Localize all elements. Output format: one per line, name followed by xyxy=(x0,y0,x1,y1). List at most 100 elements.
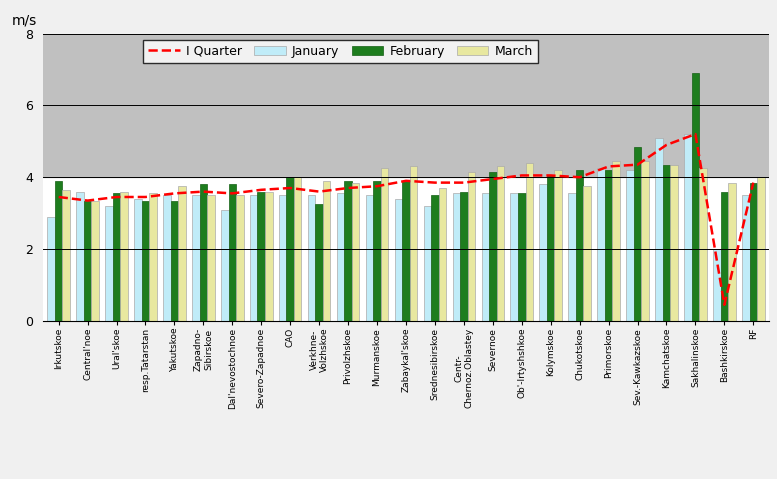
I Quarter xyxy=(749,180,758,185)
Bar xyxy=(250,195,257,321)
Bar xyxy=(120,192,128,321)
I Quarter xyxy=(517,172,527,178)
Bar xyxy=(62,190,70,321)
Bar xyxy=(200,184,207,321)
Bar xyxy=(55,181,62,321)
Bar xyxy=(134,199,141,321)
I Quarter xyxy=(256,187,266,193)
Line: I Quarter: I Quarter xyxy=(58,134,754,305)
Bar xyxy=(692,73,699,321)
Bar xyxy=(149,194,157,321)
I Quarter xyxy=(199,189,208,194)
Bar xyxy=(336,194,344,321)
I Quarter xyxy=(633,162,643,168)
Bar xyxy=(713,249,720,321)
I Quarter xyxy=(169,191,179,196)
Bar xyxy=(655,138,663,321)
Bar xyxy=(366,195,373,321)
Bar xyxy=(684,134,692,321)
Bar xyxy=(323,181,330,321)
Bar xyxy=(634,147,641,321)
Bar xyxy=(423,206,431,321)
Bar xyxy=(518,194,525,321)
Bar xyxy=(598,168,605,321)
Bar xyxy=(257,192,265,321)
I Quarter xyxy=(691,131,700,137)
Bar xyxy=(395,199,402,321)
Bar xyxy=(547,175,555,321)
Bar xyxy=(192,195,200,321)
Bar xyxy=(452,194,460,321)
I Quarter xyxy=(575,174,584,180)
Bar xyxy=(510,194,518,321)
Bar xyxy=(228,184,236,321)
Bar xyxy=(47,217,55,321)
Bar xyxy=(373,181,381,321)
Bar xyxy=(381,168,388,321)
Bar xyxy=(221,210,228,321)
Bar xyxy=(757,177,765,321)
I Quarter xyxy=(459,180,469,185)
Bar xyxy=(489,172,497,321)
I Quarter xyxy=(546,172,556,178)
Legend: I Quarter, January, February, March: I Quarter, January, February, March xyxy=(144,40,538,63)
Bar xyxy=(236,195,244,321)
Bar xyxy=(497,167,504,321)
I Quarter xyxy=(372,183,382,189)
I Quarter xyxy=(604,164,613,170)
Bar xyxy=(344,181,352,321)
Bar xyxy=(568,194,576,321)
I Quarter xyxy=(141,194,150,200)
Bar xyxy=(576,170,584,321)
I Quarter xyxy=(662,142,671,148)
I Quarter xyxy=(228,191,237,196)
Bar xyxy=(555,170,562,321)
Bar xyxy=(279,195,287,321)
I Quarter xyxy=(285,185,294,191)
Bar xyxy=(43,34,769,177)
Bar xyxy=(720,192,728,321)
Bar xyxy=(663,165,671,321)
Bar xyxy=(76,192,84,321)
Bar xyxy=(468,172,476,321)
Bar xyxy=(92,201,99,321)
Bar xyxy=(352,182,360,321)
Bar xyxy=(84,201,92,321)
Bar xyxy=(265,192,273,321)
Bar xyxy=(750,182,757,321)
Bar xyxy=(207,195,214,321)
I Quarter xyxy=(54,194,63,200)
Bar xyxy=(287,177,294,321)
I Quarter xyxy=(401,178,410,184)
Bar xyxy=(539,184,547,321)
I Quarter xyxy=(488,176,497,182)
Bar xyxy=(294,177,301,321)
I Quarter xyxy=(430,180,440,185)
Bar xyxy=(699,168,707,321)
Bar xyxy=(105,206,113,321)
Bar xyxy=(402,181,409,321)
I Quarter xyxy=(720,302,729,308)
Bar xyxy=(742,195,750,321)
Bar xyxy=(612,161,620,321)
Y-axis label: m/s: m/s xyxy=(12,14,37,28)
Bar xyxy=(439,188,446,321)
Bar xyxy=(671,165,678,321)
Bar xyxy=(605,170,612,321)
I Quarter xyxy=(83,198,92,204)
Bar xyxy=(431,195,439,321)
Bar xyxy=(113,194,120,321)
Bar xyxy=(728,182,736,321)
Bar xyxy=(315,204,323,321)
Bar xyxy=(584,186,591,321)
I Quarter xyxy=(315,189,324,194)
Bar xyxy=(141,201,149,321)
Bar xyxy=(525,163,533,321)
Bar xyxy=(178,186,186,321)
Bar xyxy=(171,201,178,321)
Bar xyxy=(626,170,634,321)
Bar xyxy=(308,195,315,321)
Bar xyxy=(641,161,649,321)
Bar xyxy=(482,194,489,321)
I Quarter xyxy=(343,185,353,191)
